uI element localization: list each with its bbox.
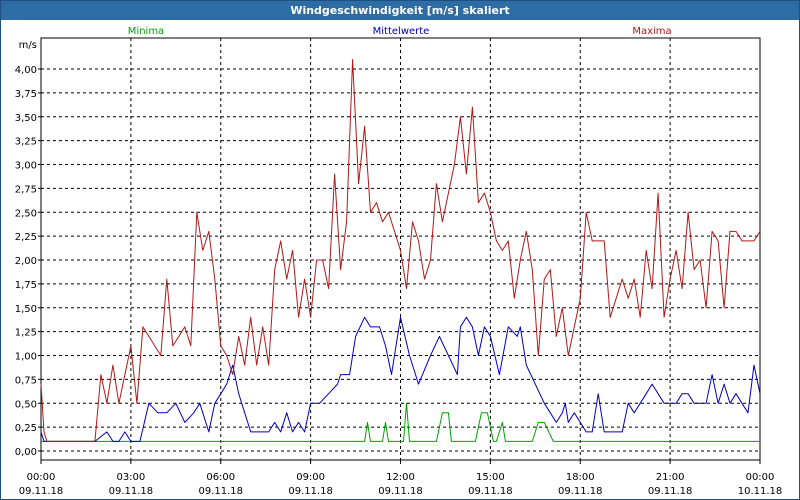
x-tick-time: 12:00	[386, 472, 415, 483]
y-tick-label: 1,00	[15, 352, 37, 363]
x-tick-date: 09.11.18	[468, 486, 513, 497]
legend-mittelwerte: Mittelwerte	[373, 26, 430, 37]
x-tick-time: 00:00	[27, 472, 56, 483]
x-tick-date: 10.11.18	[738, 486, 783, 497]
legend-maxima: Maxima	[632, 26, 671, 37]
x-tick-time: 09:00	[296, 472, 325, 483]
x-tick-date: 09.11.18	[109, 486, 154, 497]
series-line-maxima	[40, 59, 761, 442]
y-tick-label: 3,00	[15, 161, 37, 172]
x-tick-date: 09.11.18	[288, 486, 333, 497]
x-tick-time: 21:00	[656, 472, 685, 483]
y-tick-label: 1,75	[15, 280, 37, 291]
y-tick-label: 0,25	[15, 423, 37, 434]
y-tick-label: 3,50	[15, 113, 37, 124]
x-tick-date: 09.11.18	[198, 486, 243, 497]
y-tick-label: 4,00	[15, 65, 37, 76]
y-tick-label: 2,25	[15, 232, 37, 243]
y-tick-label: 3,25	[15, 137, 37, 148]
y-tick-label: 2,50	[15, 208, 37, 219]
x-tick-time: 06:00	[206, 472, 235, 483]
x-tick-time: 03:00	[116, 472, 145, 483]
y-tick-label: 0,00	[15, 447, 37, 458]
x-tick-date: 09.11.18	[558, 486, 603, 497]
x-tick-date: 09.11.18	[648, 486, 693, 497]
y-tick-label: 2,75	[15, 184, 37, 195]
y-tick-label: 0,50	[15, 399, 37, 410]
y-tick-label: 3,75	[15, 89, 37, 100]
x-tick-date: 09.11.18	[19, 486, 64, 497]
x-tick-date: 09.11.18	[378, 486, 423, 497]
x-tick-time: 00:00	[746, 472, 775, 483]
y-tick-label: 2,00	[15, 256, 37, 267]
legend-minima: Minima	[128, 26, 164, 37]
y-tick-label: 1,50	[15, 304, 37, 315]
series-line-minima	[41, 402, 760, 442]
y-tick-label: 1,25	[15, 328, 37, 339]
x-tick-time: 18:00	[566, 472, 595, 483]
series-line-mittelwerte	[40, 316, 761, 442]
y-tick-label: 0,75	[15, 375, 37, 386]
x-tick-time: 15:00	[476, 472, 505, 483]
chart-title: Windgeschwindigkeit [m/s] skaliert	[1, 1, 799, 20]
y-axis-label: m/s	[19, 40, 37, 51]
